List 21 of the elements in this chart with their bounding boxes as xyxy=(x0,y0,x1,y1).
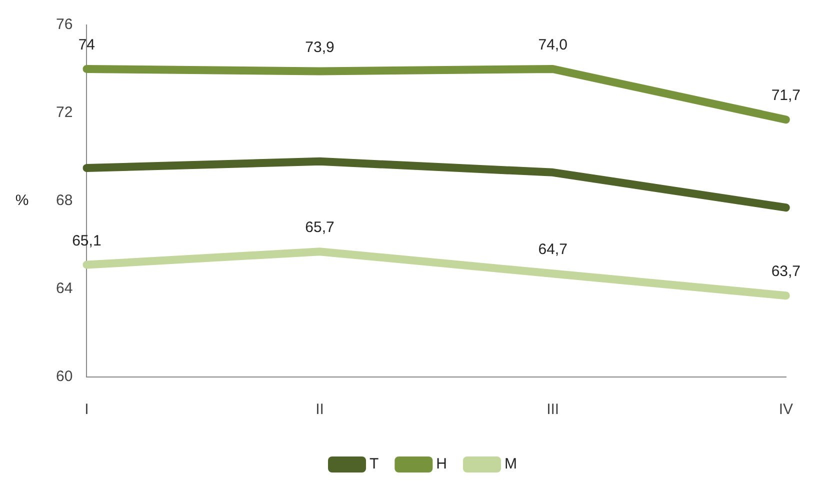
data-label: 64,7 xyxy=(538,241,568,258)
data-label: 65,7 xyxy=(305,219,334,236)
data-label: 73,9 xyxy=(305,38,334,56)
x-tick-label: I xyxy=(84,401,89,418)
legend-label: M xyxy=(504,456,517,473)
x-tick-label: II xyxy=(316,401,324,418)
data-label: 65,1 xyxy=(72,232,102,250)
data-label: 74,0 xyxy=(538,36,568,54)
data-label: 71,7 xyxy=(771,87,801,104)
y-tick-label: 76 xyxy=(56,16,73,34)
data-label: 74 xyxy=(78,36,96,54)
x-tick-label: IV xyxy=(778,401,794,418)
y-tick-label: 64 xyxy=(56,280,73,298)
legend-label: H xyxy=(436,456,448,473)
y-tick-label: 60 xyxy=(56,368,73,386)
y-tick-label: 68 xyxy=(56,192,73,210)
x-tick-label: III xyxy=(546,401,560,418)
y-axis-title: % xyxy=(15,192,29,210)
data-label: 63,7 xyxy=(771,263,801,280)
y-tick-label: 72 xyxy=(56,104,73,122)
legend-label: T xyxy=(370,456,379,473)
